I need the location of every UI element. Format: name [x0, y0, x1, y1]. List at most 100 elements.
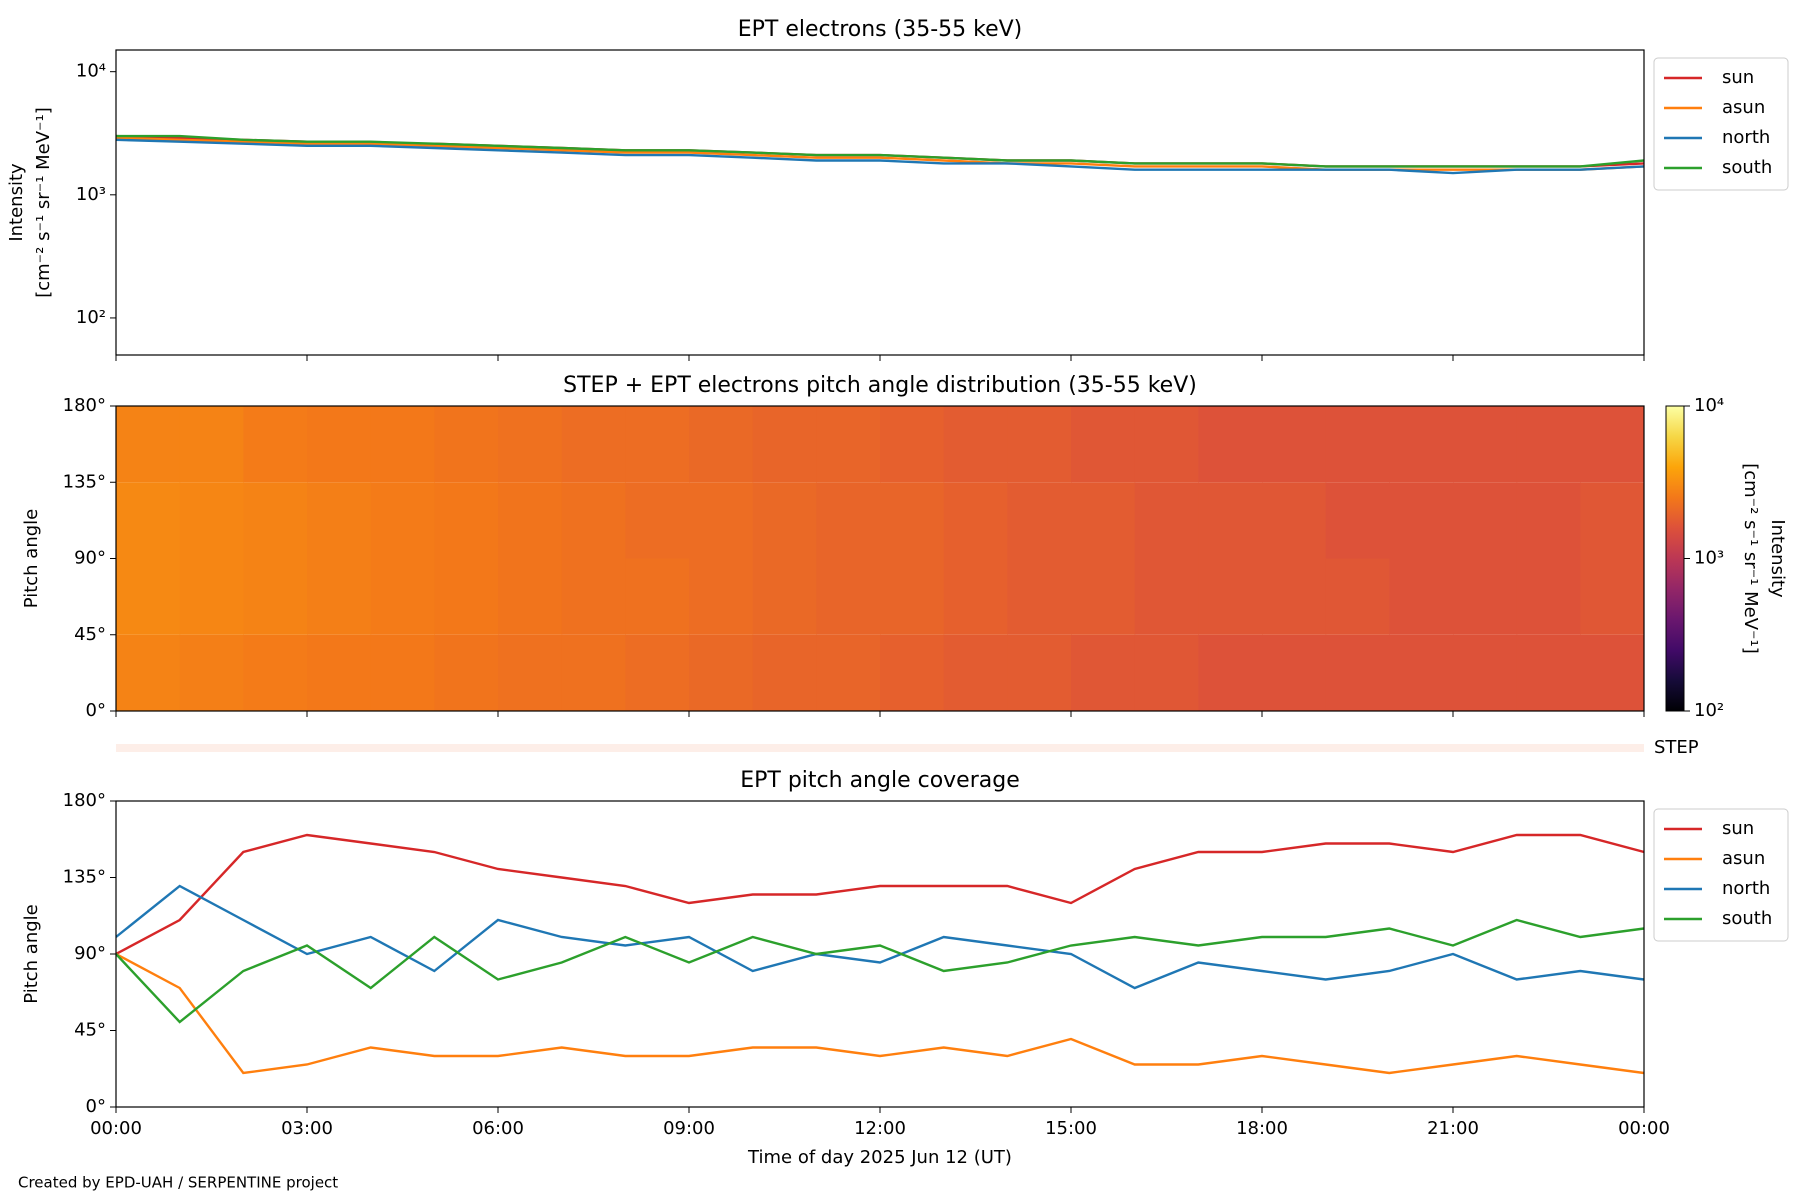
chart-title: STEP + EPT electrons pitch angle distrib… [563, 373, 1197, 398]
heatmap-cell [689, 482, 754, 559]
heatmap-cell [943, 634, 1008, 711]
heatmap-cell [1071, 406, 1136, 483]
heatmap-cell [1007, 406, 1072, 483]
x-tick-label: 21:00 [1427, 1118, 1479, 1139]
y-axis-label: Intensity [6, 163, 27, 242]
heatmap-cell [1516, 558, 1581, 635]
heatmap-cell [1198, 406, 1263, 483]
heatmap-cell [116, 482, 181, 559]
heatmap-cell [179, 482, 244, 559]
heatmap-cell [1516, 406, 1581, 483]
heatmap-cell [1071, 558, 1136, 635]
heatmap-cell [498, 482, 563, 559]
heatmap-cell [243, 406, 308, 483]
heatmap-cell [561, 482, 626, 559]
x-tick-label: 15:00 [1045, 1118, 1097, 1139]
colorbar [1665, 405, 1685, 712]
y-axis-label: Pitch angle [21, 904, 42, 1003]
heatmap-cell [1325, 634, 1390, 711]
heatmap-cell [243, 634, 308, 711]
heatmap-cell [561, 406, 626, 483]
legend-label: south [1722, 908, 1772, 929]
heatmap-cell [179, 406, 244, 483]
heatmap-cell [116, 558, 181, 635]
heatmap-cell [752, 482, 817, 559]
heatmap-cell [243, 558, 308, 635]
heatmap-cell [116, 634, 181, 711]
heatmap-cell [625, 482, 690, 559]
heatmap-cell [943, 482, 1008, 559]
heatmap-cell [1325, 482, 1390, 559]
legend-label: asun [1722, 848, 1765, 869]
heatmap-cell [498, 634, 563, 711]
plot-area [116, 833, 1644, 1075]
heatmap-cell [1580, 558, 1644, 635]
heatmap-cell [880, 406, 945, 483]
legend-label: north [1722, 127, 1770, 148]
heatmap-cell [370, 406, 435, 483]
heatmap-cell [880, 482, 945, 559]
heatmap-cell [116, 406, 181, 483]
heatmap-cell [1453, 482, 1518, 559]
colorbar-label: [cm⁻² s⁻¹ sr⁻¹ MeV⁻¹] [1740, 463, 1761, 654]
heatmap-cell [752, 634, 817, 711]
heatmap-cell [1516, 482, 1581, 559]
colorbar-tick-label: 10³ [1694, 548, 1724, 569]
heatmap-cell [307, 634, 372, 711]
chart-title: EPT pitch angle coverage [740, 768, 1020, 793]
heatmap-cell [1453, 634, 1518, 711]
x-tick-label: 00:00 [90, 1118, 142, 1139]
y-tick-label: 10³ [76, 184, 106, 205]
heatmap-cell [1325, 406, 1390, 483]
heatmap-cell [370, 482, 435, 559]
heatmap-cell [1198, 634, 1263, 711]
heatmap-cell [943, 558, 1008, 635]
y-axis-label: [cm⁻² s⁻¹ sr⁻¹ MeV⁻¹] [33, 107, 54, 298]
heatmap-cell [1262, 406, 1327, 483]
y-tick-label: 180° [63, 790, 106, 811]
heatmap-cell [1580, 482, 1644, 559]
heatmap-cell [1007, 482, 1072, 559]
heatmap-cell [243, 482, 308, 559]
heatmap-cell [1007, 558, 1072, 635]
heatmap-cell [625, 634, 690, 711]
heatmap-cell [752, 406, 817, 483]
legend-box [1653, 808, 1789, 942]
heatmap-cell [1389, 558, 1454, 635]
heatmap-cell [943, 406, 1008, 483]
heatmap-cell [307, 406, 372, 483]
y-tick-label: 45° [74, 624, 106, 645]
colorbar-tick-label: 10² [1694, 700, 1724, 721]
x-tick-label: 03:00 [281, 1118, 333, 1139]
heatmap-cell [434, 406, 499, 483]
heatmap-cell [1453, 406, 1518, 483]
x-tick-label: 12:00 [854, 1118, 906, 1139]
heatmap-cell [1389, 634, 1454, 711]
legend-label: sun [1722, 818, 1754, 839]
heatmap-cell [816, 634, 881, 711]
x-tick-label: 06:00 [472, 1118, 524, 1139]
heatmap-cell [689, 406, 754, 483]
x-axis-label: Time of day 2025 Jun 12 (UT) [747, 1147, 1012, 1168]
heatmap-cell [434, 482, 499, 559]
colorbar-tick-label: 10⁴ [1694, 395, 1724, 416]
x-tick-label: 09:00 [663, 1118, 715, 1139]
heatmap-cell [1262, 558, 1327, 635]
series-line [116, 952, 1644, 1075]
step-label: STEP [1654, 737, 1699, 758]
heatmap-cell [1516, 634, 1581, 711]
heatmap-cell [689, 558, 754, 635]
heatmap-cell [1325, 558, 1390, 635]
y-tick-label: 180° [63, 395, 106, 416]
heatmap-cell [1134, 634, 1199, 711]
heatmap-cell [561, 634, 626, 711]
legend-label: north [1722, 878, 1770, 899]
heatmap-cell [816, 558, 881, 635]
legend-label: asun [1722, 97, 1765, 118]
heatmap-cell [880, 634, 945, 711]
heatmap-cell [434, 558, 499, 635]
series-line [116, 138, 1644, 175]
y-tick-label: 0° [86, 1096, 106, 1117]
y-axis-label: Pitch angle [21, 509, 42, 608]
